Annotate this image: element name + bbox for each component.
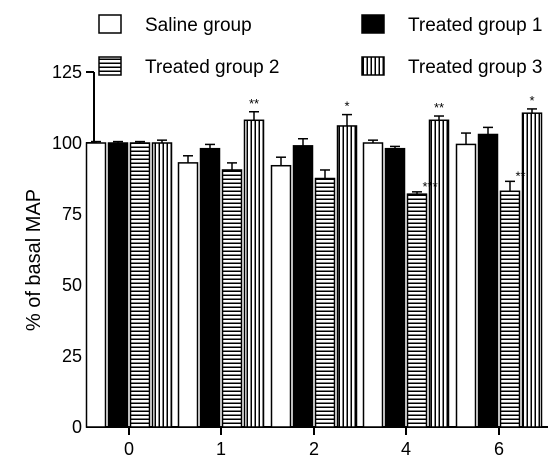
bars — [85, 108, 543, 428]
error-bar — [527, 108, 537, 114]
y-axis-label: % of basal MAP — [23, 189, 45, 331]
bar — [270, 164, 292, 428]
bar — [292, 145, 314, 428]
error-bar — [249, 111, 259, 121]
y-tick-label: 50 — [62, 275, 82, 295]
legend-swatch — [98, 14, 122, 34]
bar — [336, 125, 358, 428]
legend-item: Treated group 1 — [361, 14, 543, 36]
legend-label: Treated group 1 — [408, 15, 543, 36]
legend-swatch — [98, 56, 122, 76]
bar — [406, 193, 428, 428]
y-tick-label: 0 — [72, 417, 82, 437]
error-bar — [368, 139, 378, 143]
error-bar — [505, 180, 515, 192]
bar — [199, 147, 221, 428]
bar — [151, 142, 173, 428]
bar — [177, 162, 199, 428]
legend-item: Treated group 2 — [98, 56, 280, 78]
bar — [384, 147, 406, 428]
legend-label: Saline group — [145, 15, 252, 36]
significance-label: ** — [516, 168, 526, 183]
bar — [362, 142, 384, 428]
bar — [314, 177, 336, 428]
error-bar — [434, 115, 444, 121]
y-tick-label: 25 — [62, 346, 82, 366]
error-bar — [227, 162, 237, 170]
x-axis: 0 1 2 4 6 — [94, 426, 548, 457]
bar — [85, 142, 107, 428]
significance-label: ** — [249, 96, 259, 111]
legend-swatch — [361, 14, 385, 34]
bar — [521, 112, 543, 428]
bar — [129, 142, 151, 428]
bar — [428, 119, 450, 428]
error-bar — [157, 139, 167, 143]
y-tick-label: 125 — [52, 62, 82, 82]
error-bar — [135, 140, 145, 143]
error-bar — [205, 143, 215, 149]
x-tick-label: 6 — [494, 439, 504, 457]
legend-item: Treated group 3 — [361, 56, 543, 78]
error-bar — [320, 169, 330, 179]
error-bar — [183, 155, 193, 163]
x-tick-label: 4 — [401, 439, 411, 457]
significance-label: ** — [434, 100, 444, 115]
x-tick-label: 0 — [124, 439, 134, 457]
bar — [499, 190, 521, 428]
error-bar — [461, 132, 471, 145]
legend-item: Saline group — [98, 14, 252, 36]
significance-label: *** — [423, 179, 438, 194]
x-tick-label: 1 — [216, 439, 226, 457]
error-bar — [342, 113, 352, 126]
error-bar — [113, 140, 123, 143]
legend-label: Treated group 2 — [145, 57, 280, 78]
error-bar — [298, 137, 308, 146]
error-bar — [91, 140, 101, 143]
x-tick-label: 2 — [309, 439, 319, 457]
significance-label: * — [529, 93, 534, 108]
legend: Saline group Treated group 1 Treated group… — [98, 14, 543, 78]
significance-labels: ** ********* — [249, 93, 535, 194]
legend-swatch — [361, 56, 385, 76]
y-tick-label: 75 — [62, 204, 82, 224]
y-tick-label: 100 — [52, 133, 82, 153]
error-bar — [276, 156, 286, 166]
legend-label: Treated group 3 — [408, 57, 543, 78]
bar — [221, 169, 243, 428]
bar — [477, 133, 499, 428]
bar — [243, 119, 265, 428]
significance-label: * — [344, 99, 349, 114]
error-bar — [412, 191, 422, 195]
error-bar — [390, 145, 400, 149]
error-bar — [483, 126, 493, 135]
bar — [455, 143, 477, 428]
bar — [107, 142, 129, 428]
